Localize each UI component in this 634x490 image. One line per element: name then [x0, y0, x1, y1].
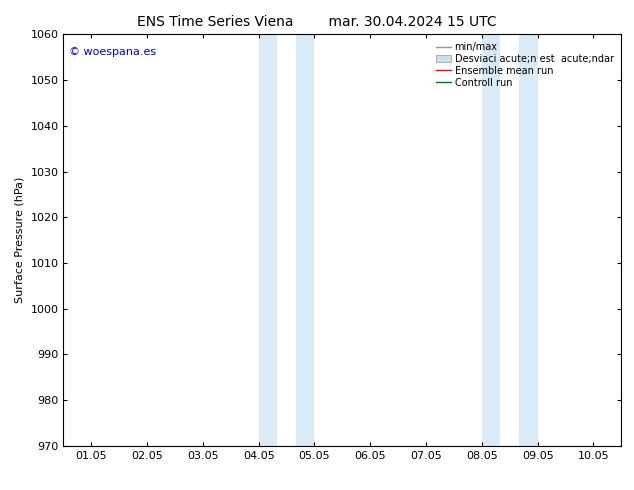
Bar	[296, 34, 314, 446]
Legend: min/max, Desviaci acute;n est  acute;ndar, Ensemble mean run, Controll run: min/max, Desviaci acute;n est acute;ndar…	[433, 39, 616, 91]
Text: © woespana.es: © woespana.es	[69, 47, 156, 57]
Bar	[519, 34, 538, 446]
Y-axis label: Surface Pressure (hPa): Surface Pressure (hPa)	[15, 177, 25, 303]
Bar	[259, 34, 277, 446]
Text: ENS Time Series Viena        mar. 30.04.2024 15 UTC: ENS Time Series Viena mar. 30.04.2024 15…	[137, 15, 497, 29]
Bar	[482, 34, 500, 446]
